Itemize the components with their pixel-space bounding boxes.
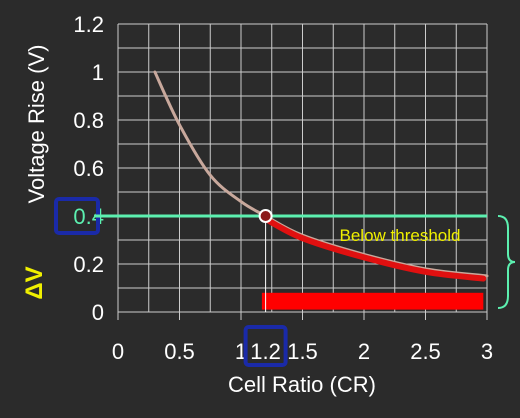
- y-tick-label: 0: [92, 300, 104, 325]
- y-tick-labels: 00.20.40.60.811.2: [54, 12, 104, 325]
- x-tick-label: 1.5: [287, 339, 318, 364]
- x-highlight-box: [243, 325, 288, 367]
- highlight-bar-group: [261, 292, 484, 310]
- x-tick-label: 2: [358, 339, 370, 364]
- y-axis-label: Voltage Rise (V): [24, 45, 49, 204]
- y-tick-label: 0.6: [73, 156, 104, 181]
- delta-v-brace: [497, 215, 516, 309]
- grid-lines: [117, 23, 488, 320]
- below-threshold-curve: [262, 216, 487, 282]
- y-tick-label: 0.2: [73, 252, 104, 277]
- x-tick-label-highlighted: 1.2: [250, 339, 281, 364]
- x-axis-label: Cell Ratio (CR): [228, 372, 376, 397]
- highlight-bar: [261, 292, 484, 310]
- below-threshold-label: Below threshold: [340, 226, 461, 245]
- x-tick-label: 0.5: [164, 339, 195, 364]
- y-tick-label: 0.8: [73, 108, 104, 133]
- delta-v-label: ΔV: [21, 266, 48, 299]
- x-tick-label: 3: [481, 339, 493, 364]
- annotation-overlays: [94, 209, 516, 312]
- x-tick-labels: 0 0.5 1 1.2 1.5 2 2.5 3: [112, 325, 493, 367]
- marker-point: [258, 209, 273, 223]
- x-tick-label: 0: [112, 339, 124, 364]
- y-tick-label: 1.2: [73, 12, 104, 37]
- y-tick-label: 1: [92, 60, 104, 85]
- x-tick-label: 2.5: [410, 339, 441, 364]
